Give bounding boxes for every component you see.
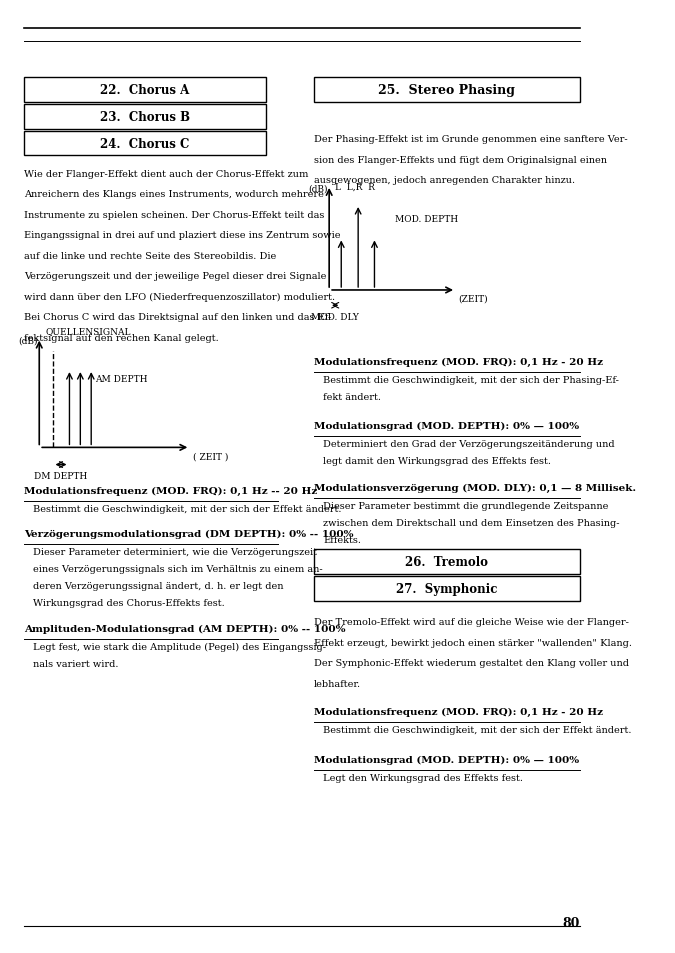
Text: Effekt erzeugt, bewirkt jedoch einen stärker "wallenden" Klang.: Effekt erzeugt, bewirkt jedoch einen stä… bbox=[314, 639, 632, 647]
Text: Effekts.: Effekts. bbox=[323, 536, 361, 544]
Text: fektsignal auf den rechen Kanal gelegt.: fektsignal auf den rechen Kanal gelegt. bbox=[24, 334, 219, 342]
Text: Amplituden-Modulationsgrad (AM DEPTH): 0% -- 100%: Amplituden-Modulationsgrad (AM DEPTH): 0… bbox=[24, 624, 346, 634]
FancyBboxPatch shape bbox=[314, 78, 580, 103]
Text: deren Verzögerungssignal ändert, d. h. er legt den: deren Verzögerungssignal ändert, d. h. e… bbox=[33, 581, 284, 590]
Text: Modulationsfrequenz (MOD. FRQ): 0,1 Hz - 20 Hz: Modulationsfrequenz (MOD. FRQ): 0,1 Hz -… bbox=[314, 707, 603, 717]
Text: Modulationsgrad (MOD. DEPTH): 0% — 100%: Modulationsgrad (MOD. DEPTH): 0% — 100% bbox=[314, 421, 579, 431]
FancyBboxPatch shape bbox=[314, 577, 580, 601]
Text: Wirkungsgrad des Chorus-Effekts fest.: Wirkungsgrad des Chorus-Effekts fest. bbox=[33, 598, 225, 607]
Text: MOD. DEPTH: MOD. DEPTH bbox=[395, 214, 458, 224]
Text: Bestimmt die Geschwindigkeit, mit der sich der Effekt ändert.: Bestimmt die Geschwindigkeit, mit der si… bbox=[323, 725, 632, 734]
Text: L  L,R  R: L L,R R bbox=[335, 183, 375, 192]
Text: Verzögerungszeit und der jeweilige Pegel dieser drei Signale: Verzögerungszeit und der jeweilige Pegel… bbox=[24, 273, 327, 281]
FancyBboxPatch shape bbox=[24, 132, 266, 156]
Text: eines Verzögerungssignals sich im Verhältnis zu einem an-: eines Verzögerungssignals sich im Verhäl… bbox=[33, 564, 323, 573]
Text: (ZEIT): (ZEIT) bbox=[458, 294, 488, 303]
Text: nals variert wird.: nals variert wird. bbox=[33, 659, 119, 668]
Text: sion des Flanger-Effekts und fügt dem Originalsignal einen: sion des Flanger-Effekts und fügt dem Or… bbox=[314, 155, 607, 165]
Text: legt damit den Wirkungsgrad des Effekts fest.: legt damit den Wirkungsgrad des Effekts … bbox=[323, 456, 551, 465]
FancyBboxPatch shape bbox=[24, 105, 266, 130]
Text: (dB): (dB) bbox=[18, 336, 37, 345]
Text: Modulationsfrequenz (MOD. FRQ): 0,1 Hz - 20 Hz: Modulationsfrequenz (MOD. FRQ): 0,1 Hz -… bbox=[314, 357, 603, 367]
FancyBboxPatch shape bbox=[24, 78, 266, 103]
Text: Dieser Parameter determiniert, wie die Verzögerungszeit: Dieser Parameter determiniert, wie die V… bbox=[33, 547, 317, 556]
Text: zwischen dem Direktschall und dem Einsetzen des Phasing-: zwischen dem Direktschall und dem Einset… bbox=[323, 518, 620, 527]
Text: 25.  Stereo Phasing: 25. Stereo Phasing bbox=[379, 84, 516, 97]
Text: ausgewogenen, jedoch anregenden Charakter hinzu.: ausgewogenen, jedoch anregenden Charakte… bbox=[314, 176, 575, 185]
Text: lebhafter.: lebhafter. bbox=[314, 679, 361, 688]
Text: 26.  Tremolo: 26. Tremolo bbox=[406, 556, 489, 569]
Text: fekt ändert.: fekt ändert. bbox=[323, 393, 381, 401]
Text: Anreichern des Klangs eines Instruments, wodurch mehrere: Anreichern des Klangs eines Instruments,… bbox=[24, 191, 324, 199]
Text: Instrumente zu spielen scheinen. Der Chorus-Effekt teilt das: Instrumente zu spielen scheinen. Der Cho… bbox=[24, 211, 325, 219]
Text: auf die linke und rechte Seite des Stereobildis. Die: auf die linke und rechte Seite des Stere… bbox=[24, 252, 276, 260]
Text: Wie der Flanger-Effekt dient auch der Chorus-Effekt zum: Wie der Flanger-Effekt dient auch der Ch… bbox=[24, 170, 308, 178]
Text: wird dann über den LFO (Niederfrequenzoszillator) moduliert.: wird dann über den LFO (Niederfrequenzos… bbox=[24, 293, 335, 302]
Text: Verzögerungsmodulationsgrad (DM DEPTH): 0% -- 100%: Verzögerungsmodulationsgrad (DM DEPTH): … bbox=[24, 529, 354, 538]
Text: DM DEPTH: DM DEPTH bbox=[34, 472, 88, 480]
Text: Modulationsgrad (MOD. DEPTH): 0% — 100%: Modulationsgrad (MOD. DEPTH): 0% — 100% bbox=[314, 755, 579, 764]
Text: Bestimmt die Geschwindigkeit, mit der sich der Phasing-Ef-: Bestimmt die Geschwindigkeit, mit der si… bbox=[323, 375, 619, 384]
Text: AM DEPTH: AM DEPTH bbox=[95, 375, 148, 384]
FancyBboxPatch shape bbox=[314, 550, 580, 575]
Text: QUELLENSIGNAL: QUELLENSIGNAL bbox=[45, 327, 131, 335]
Text: 24.  Chorus C: 24. Chorus C bbox=[101, 137, 190, 151]
Text: ( ZEIT ): ( ZEIT ) bbox=[192, 452, 228, 460]
Text: 80: 80 bbox=[562, 916, 580, 929]
Text: Der Phasing-Effekt ist im Grunde genommen eine sanftere Ver-: Der Phasing-Effekt ist im Grunde genomme… bbox=[314, 135, 628, 144]
Text: Modulationsverzögerung (MOD. DLY): 0,1 — 8 Millisek.: Modulationsverzögerung (MOD. DLY): 0,1 —… bbox=[314, 483, 637, 493]
Text: Legt den Wirkungsgrad des Effekts fest.: Legt den Wirkungsgrad des Effekts fest. bbox=[323, 773, 523, 781]
Text: 27.  Symphonic: 27. Symphonic bbox=[396, 582, 497, 596]
Text: 22.  Chorus A: 22. Chorus A bbox=[101, 84, 190, 97]
Text: Modulationsfrequenz (MOD. FRQ): 0,1 Hz -- 20 Hz: Modulationsfrequenz (MOD. FRQ): 0,1 Hz -… bbox=[24, 486, 317, 496]
Text: MOD. DLY: MOD. DLY bbox=[311, 313, 359, 321]
Text: Legt fest, wie stark die Amplitude (Pegel) des Eingangssig-: Legt fest, wie stark die Amplitude (Pege… bbox=[33, 642, 326, 652]
Text: Bestimmt die Geschwindigkeit, mit der sich der Effekt ändert.: Bestimmt die Geschwindigkeit, mit der si… bbox=[33, 504, 342, 513]
Text: Bei Chorus C wird das Direktsignal auf den linken und das Ef-: Bei Chorus C wird das Direktsignal auf d… bbox=[24, 313, 331, 322]
Text: (dB): (dB) bbox=[308, 184, 327, 193]
Text: Determiniert den Grad der Verzögerungszeitänderung und: Determiniert den Grad der Verzögerungsze… bbox=[323, 439, 615, 448]
Text: 23.  Chorus B: 23. Chorus B bbox=[100, 111, 190, 124]
Text: Der Tremolo-Effekt wird auf die gleiche Weise wie der Flanger-: Der Tremolo-Effekt wird auf die gleiche … bbox=[314, 618, 629, 626]
Text: Eingangssignal in drei auf und plaziert diese ins Zentrum sowie: Eingangssignal in drei auf und plaziert … bbox=[24, 231, 341, 240]
Text: Dieser Parameter bestimmt die grundlegende Zeitspanne: Dieser Parameter bestimmt die grundlegen… bbox=[323, 501, 608, 510]
Text: Der Symphonic-Effekt wiederum gestaltet den Klang voller und: Der Symphonic-Effekt wiederum gestaltet … bbox=[314, 659, 629, 667]
